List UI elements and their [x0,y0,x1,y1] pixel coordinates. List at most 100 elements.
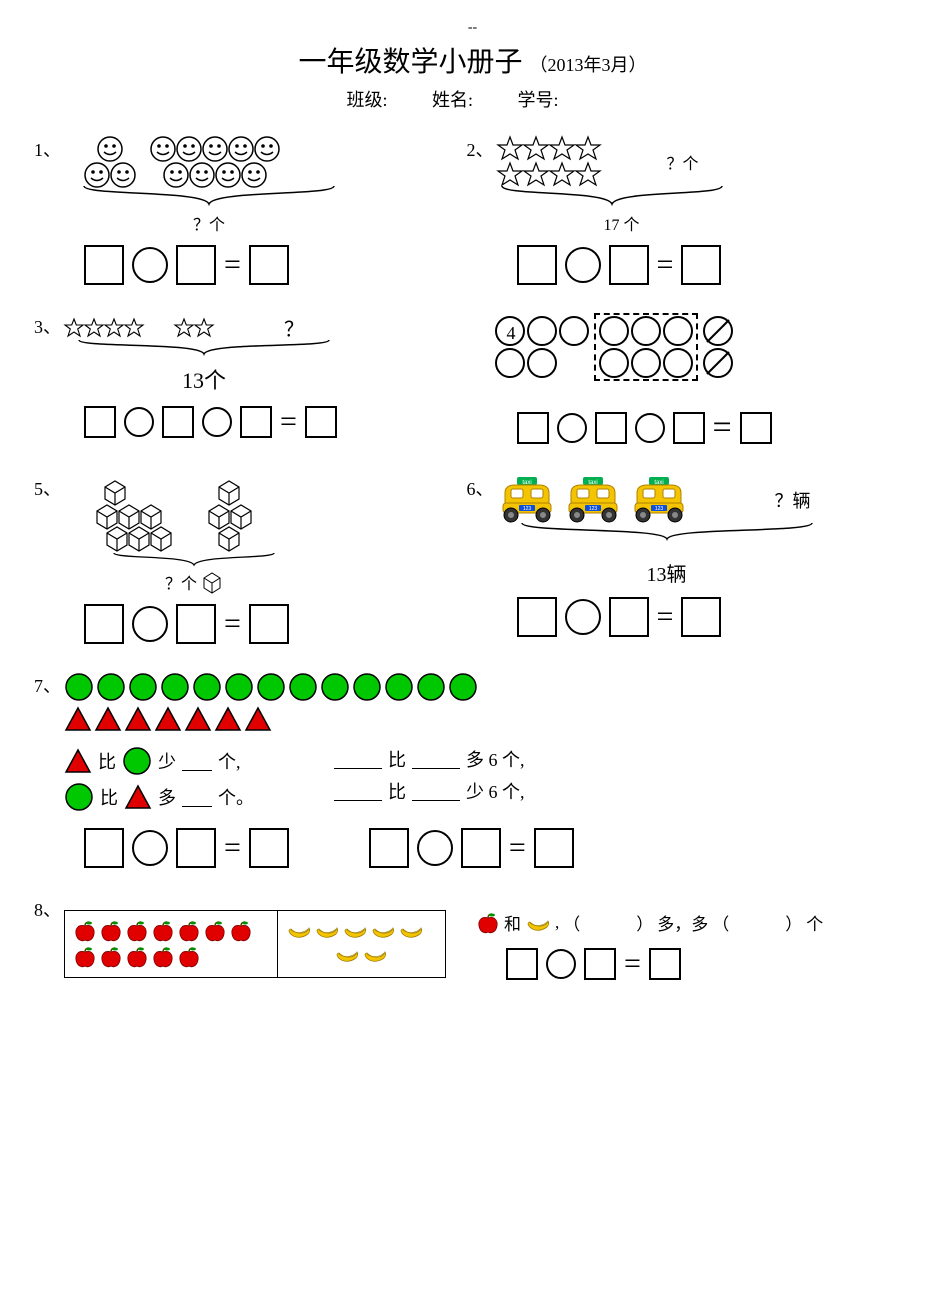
answer-box[interactable] [609,245,649,285]
blank-input[interactable] [412,782,460,801]
red-triangle-icon [124,784,152,810]
answer-box[interactable] [162,406,194,438]
green-dot-icon [160,672,190,702]
text: 个。 [218,784,254,810]
circle-icon [630,315,662,347]
answer-box[interactable] [461,828,501,868]
q6-qtext-right: ？辆 [775,487,811,513]
smiley-icon [176,136,202,162]
answer-box[interactable] [176,604,216,644]
circle-crossed-icon [702,347,734,379]
operator-box[interactable] [202,407,232,437]
answer-box[interactable] [84,604,124,644]
smiley-icon [215,162,241,188]
smiley-icon [189,162,215,188]
smiley-icon [254,136,280,162]
answer-box[interactable] [649,948,681,980]
answer-box[interactable] [517,597,557,637]
q8-equation: = [506,947,823,981]
blank-input[interactable] [182,788,212,807]
answer-box[interactable] [595,412,627,444]
star-icon [549,162,575,188]
question-7: 7、 [40,672,905,886]
operator-box[interactable] [546,949,576,979]
answer-box[interactable] [369,828,409,868]
title-sub: （2013年3月） [530,55,647,75]
q7-equation-left: = [84,828,289,868]
answer-box[interactable] [673,412,705,444]
cube-icon [201,570,223,594]
q3-equation: = [84,405,473,439]
answer-box[interactable] [584,948,616,980]
answer-box[interactable] [740,412,772,444]
q8-bananas-cell [278,911,445,977]
answer-box[interactable] [84,245,124,285]
answer-box[interactable] [305,406,337,438]
operator-box[interactable] [132,247,168,283]
text: 比 [100,784,118,810]
apple-icon [177,945,201,969]
red-triangle-icon [214,706,242,732]
smiley-icon [84,162,110,188]
equals-sign: = [224,248,241,282]
star-icon [64,318,84,338]
q8-table [64,910,446,978]
banana-icon [314,919,340,941]
answer-box[interactable] [534,828,574,868]
apple-icon [151,919,175,943]
operator-box[interactable] [635,413,665,443]
answer-box[interactable] [84,828,124,868]
star-icon [523,136,549,162]
red-triangle-icon [64,748,92,774]
red-triangle-icon [184,706,212,732]
smiley-icon [110,162,136,188]
star-icon [575,136,601,162]
blank-input[interactable] [182,752,212,771]
answer-box[interactable] [249,604,289,644]
operator-box[interactable] [132,830,168,866]
smiley-icon [97,136,123,162]
operator-box[interactable] [557,413,587,443]
blank-input[interactable] [412,750,460,769]
q3-group-b [174,318,214,338]
banana-icon [342,919,368,941]
question-1: 1、 [40,136,473,303]
q4-label: 4 [507,323,516,344]
answer-box[interactable] [84,406,116,438]
answer-box[interactable] [249,245,289,285]
circle-icon [494,347,526,379]
q5-equation: = [84,604,473,644]
operator-box[interactable] [565,247,601,283]
apple-icon [177,919,201,943]
banana-icon [398,919,424,941]
label-class: 班级: [346,90,387,110]
answer-box[interactable] [681,597,721,637]
answer-box[interactable] [517,245,557,285]
operator-box[interactable] [417,830,453,866]
green-dot-icon [64,782,94,812]
apple-icon [476,911,500,935]
taxi-icon [563,475,623,525]
answer-box[interactable] [681,245,721,285]
answer-box[interactable] [176,828,216,868]
q1-label: 1、 [34,136,61,162]
blank-input[interactable] [334,750,382,769]
answer-box[interactable] [240,406,272,438]
text: 多，多 [657,910,708,935]
q8-apples-cell [65,911,278,977]
answer-box[interactable] [609,597,649,637]
answer-box[interactable] [506,948,538,980]
blank-input[interactable] [334,782,382,801]
q3-group-a [64,318,144,338]
answer-box[interactable] [517,412,549,444]
answer-box[interactable] [249,828,289,868]
apple-icon [99,919,123,943]
green-dot-icon [192,672,222,702]
operator-box[interactable] [124,407,154,437]
operator-box[interactable] [132,606,168,642]
operator-box[interactable] [565,599,601,635]
title-main: 一年级数学小册子 [298,47,522,78]
answer-box[interactable] [176,245,216,285]
apple-icon [73,919,97,943]
star-icon [575,162,601,188]
